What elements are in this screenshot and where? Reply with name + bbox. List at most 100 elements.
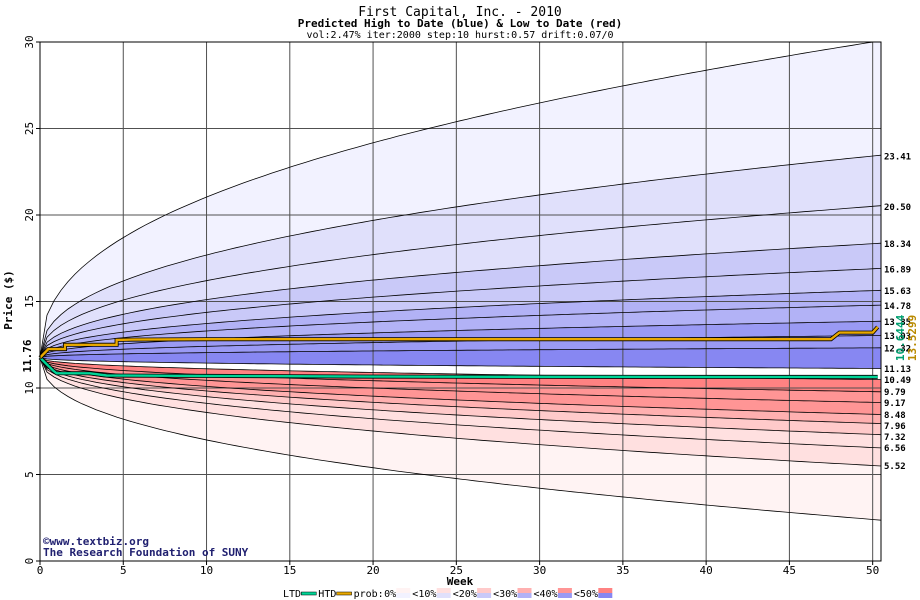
quantile-line <box>39 154 882 358</box>
quantile-line <box>39 268 882 358</box>
quantile-label: 20.50 <box>884 203 911 213</box>
legend-prob-item: <20% <box>453 589 477 600</box>
quantile-line <box>39 289 882 358</box>
legend-swatch-red <box>396 588 411 593</box>
quantile-label: 13.03 <box>884 332 911 342</box>
legend-prob-item: <40% <box>534 589 558 600</box>
watermark-org: The Research Foundation of SUNY <box>43 546 249 559</box>
quantile-line <box>39 357 882 415</box>
high-band <box>40 155 881 358</box>
y-tick-label: 25 <box>23 122 36 135</box>
legend-swatch-red <box>598 588 613 593</box>
quantile-label: 12.32 <box>884 344 911 354</box>
chart-params: vol:2.47% iter:2000 step:10 hurst:0.57 d… <box>306 30 613 41</box>
quantile-label: 5.52 <box>884 462 906 472</box>
chart-title: First Capital, Inc. - 2010 <box>358 5 562 20</box>
quantile-label: 13.85 <box>884 318 911 328</box>
quantile-label: 16.89 <box>884 265 911 275</box>
x-tick-label: 5 <box>120 564 127 577</box>
quantile-line <box>39 357 882 467</box>
quantile-line <box>39 357 882 436</box>
quantile-line <box>39 304 882 358</box>
x-tick-label: 20 <box>366 564 379 577</box>
quantile-line <box>39 357 882 393</box>
legend-ltd-swatch <box>301 591 317 596</box>
quantile-label: 8.48 <box>884 411 906 421</box>
x-tick-label: 25 <box>450 564 463 577</box>
ltd-end-label: 10.6444 <box>894 314 907 361</box>
quantile-line <box>39 357 882 424</box>
quantile-line <box>39 242 882 358</box>
center-band <box>40 357 881 380</box>
chart-subtitle: Predicted High to Date (blue) & Low to D… <box>298 17 623 30</box>
probability-bands <box>40 42 881 521</box>
legend-swatch-red <box>436 588 451 593</box>
legend-htd-label: HTD <box>318 589 336 600</box>
quantile-label: 23.41 <box>884 153 911 163</box>
ylabel: Price ($) <box>2 270 15 330</box>
legend-prob-item: 0% <box>384 589 396 600</box>
y-tick-label: 15 <box>23 295 36 308</box>
high-band <box>40 290 881 358</box>
y-tick-label: 0 <box>23 558 36 565</box>
legend-prob-item: <10% <box>412 589 436 600</box>
htd-line <box>39 326 879 359</box>
start-price-label: 11.76 <box>21 339 34 372</box>
quantile-label: 10.49 <box>884 376 911 386</box>
legend-prob-item: <30% <box>493 589 517 600</box>
quantile-line <box>39 205 882 358</box>
y-tick-label: 20 <box>23 208 36 221</box>
legend-swatch-blue <box>557 593 572 598</box>
htd-end-label: 13.5299 <box>906 315 919 361</box>
legend-prob-label: prob: <box>354 589 384 600</box>
low-band <box>40 357 881 435</box>
quantile-label: 15.63 <box>884 287 911 297</box>
quantile-labels: 23.41 20.50 18.34 16.89 15.63 14.78 13.85 13.03… <box>884 153 912 473</box>
legend-prob-item: <50% <box>574 589 598 600</box>
quantile-line <box>39 41 881 358</box>
watermark-site: ©www.textbiz.org <box>43 535 149 548</box>
quantile-label: 7.96 <box>884 422 906 432</box>
legend: LTD HTD prob: 0% <10% <20% <30% <40% <50% <box>283 588 613 600</box>
x-tick-label: 40 <box>700 564 713 577</box>
high-band <box>40 243 881 358</box>
high-band <box>40 268 881 358</box>
quantile-line <box>39 357 882 449</box>
axes: 0 5 10 15 20 25 30 35 40 45 50 0 5 10 15 20 25 30 <box>23 35 882 577</box>
low-band <box>40 357 881 403</box>
x-tick-label: 45 <box>783 564 796 577</box>
legend-swatch-red <box>557 588 572 593</box>
quantile-line <box>39 357 882 521</box>
legend-swatch-blue <box>598 593 613 598</box>
y-tick-label: 5 <box>23 471 36 478</box>
quantile-label: 14.78 <box>884 302 911 312</box>
y-tick-label: 10 <box>23 381 36 394</box>
quantile-label: 18.34 <box>884 240 912 250</box>
high-band <box>40 205 881 358</box>
legend-swatch-blue <box>396 593 411 598</box>
high-band <box>40 305 881 358</box>
ltd-line <box>39 356 878 379</box>
legend-swatch-blue <box>436 593 451 598</box>
legend-swatch-blue <box>517 593 532 598</box>
series-lines <box>38 325 880 379</box>
low-band <box>40 357 881 466</box>
quantile-line <box>39 357 882 403</box>
x-tick-label: 35 <box>616 564 629 577</box>
quantile-label: 9.79 <box>884 388 906 398</box>
legend-ltd-label: LTD <box>283 589 301 600</box>
legend-swatch-red <box>517 588 532 593</box>
x-tick-label: 50 <box>866 564 879 577</box>
low-band <box>40 357 881 415</box>
y-tick-label: 30 <box>23 35 36 48</box>
legend-swatch-blue <box>477 593 492 598</box>
legend-swatch-red <box>477 588 492 593</box>
quantile-line <box>39 347 882 358</box>
high-band <box>40 42 881 358</box>
xlabel: Week <box>447 575 474 588</box>
low-band <box>40 357 881 448</box>
x-tick-label: 0 <box>37 564 44 577</box>
low-band <box>40 357 881 424</box>
quantile-label: 9.17 <box>884 399 906 409</box>
